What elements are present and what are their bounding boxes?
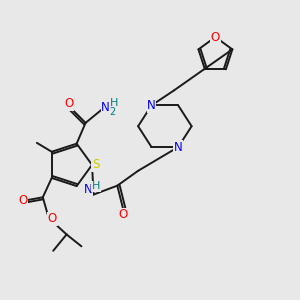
Text: O: O xyxy=(211,31,220,44)
Text: O: O xyxy=(18,194,28,207)
Text: O: O xyxy=(48,212,57,226)
Text: O: O xyxy=(118,208,128,221)
Text: H: H xyxy=(110,98,118,108)
Text: 2: 2 xyxy=(109,107,116,117)
Text: O: O xyxy=(64,97,74,110)
Text: S: S xyxy=(92,158,99,171)
Text: N: N xyxy=(147,99,156,112)
Text: H: H xyxy=(92,181,100,191)
Text: N: N xyxy=(101,100,110,114)
Text: N: N xyxy=(174,140,183,154)
Text: N: N xyxy=(84,183,93,196)
